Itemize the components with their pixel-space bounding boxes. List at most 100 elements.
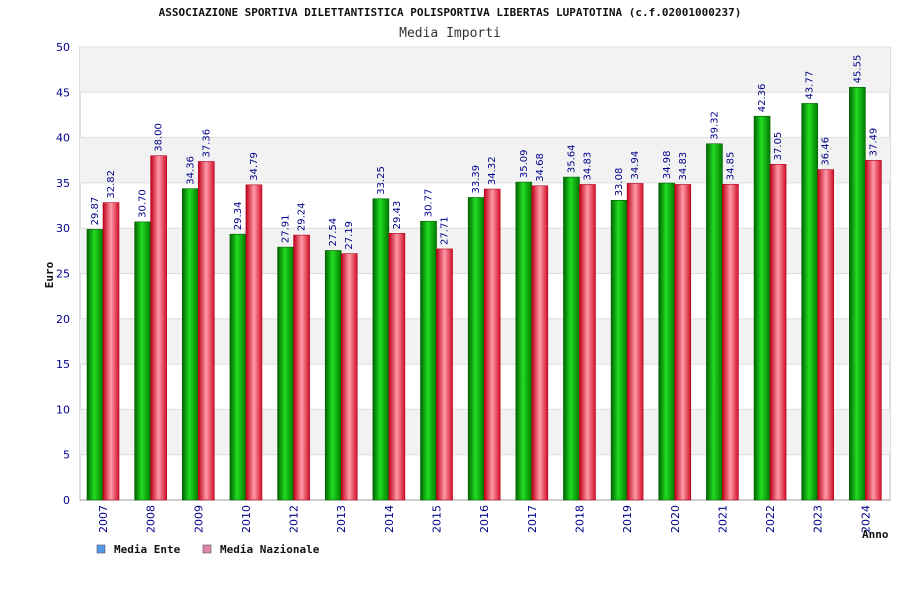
data-label: 32.82 bbox=[106, 170, 117, 199]
data-label: 29.87 bbox=[90, 197, 101, 226]
bar-media-ente-2019 bbox=[610, 199, 628, 501]
legend-label: Media Ente bbox=[114, 543, 181, 556]
legend-swatch bbox=[202, 544, 212, 554]
data-label: 34.83 bbox=[678, 152, 689, 181]
data-label: 27.71 bbox=[440, 216, 451, 245]
bar-media-ente-2009 bbox=[181, 188, 199, 501]
data-label: 37.05 bbox=[773, 132, 784, 161]
bar-media-nazionale-2018 bbox=[579, 184, 596, 501]
data-label: 29.24 bbox=[297, 202, 308, 231]
bars bbox=[86, 87, 882, 501]
bar-media-nazionale-2023 bbox=[817, 169, 835, 501]
chart-title: ASSOCIAZIONE SPORTIVA DILETTANTISTICA PO… bbox=[159, 6, 742, 19]
data-label: 34.94 bbox=[630, 151, 641, 180]
bar-media-nazionale-2008 bbox=[150, 155, 167, 501]
x-tick-label: 2020 bbox=[669, 505, 682, 533]
bar-media-nazionale-2020 bbox=[674, 184, 692, 501]
data-label: 39.32 bbox=[709, 111, 720, 140]
y-tick-label: 40 bbox=[56, 132, 70, 145]
x-tick-label: 2014 bbox=[383, 505, 396, 533]
bar-media-ente-2014 bbox=[372, 198, 390, 501]
data-label: 35.09 bbox=[519, 149, 530, 178]
bar-media-ente-2023 bbox=[801, 103, 819, 501]
bar-media-ente-2007 bbox=[86, 229, 104, 501]
bar-media-ente-2017 bbox=[515, 181, 533, 501]
bar-media-nazionale-2012 bbox=[293, 234, 310, 501]
bar-media-nazionale-2024 bbox=[865, 160, 882, 501]
data-label: 33.39 bbox=[471, 165, 482, 194]
y-tick-label: 15 bbox=[56, 358, 70, 371]
y-tick-label: 25 bbox=[56, 268, 70, 281]
bar-media-nazionale-2022 bbox=[769, 164, 787, 501]
x-tick-label: 2007 bbox=[97, 505, 110, 533]
x-tick-label: 2016 bbox=[478, 505, 491, 533]
data-label: 30.77 bbox=[424, 189, 435, 218]
data-label: 34.36 bbox=[185, 156, 196, 185]
data-label: 27.19 bbox=[344, 221, 355, 250]
data-label: 34.98 bbox=[662, 150, 673, 179]
bar-media-ente-2016 bbox=[467, 197, 485, 501]
data-label: 29.34 bbox=[233, 202, 244, 231]
chart-subtitle: Media Importi bbox=[399, 26, 501, 41]
y-tick-label: 10 bbox=[56, 403, 70, 416]
y-axis-label: Euro bbox=[43, 261, 56, 288]
y-tick-label: 0 bbox=[63, 494, 70, 507]
data-label: 34.32 bbox=[487, 156, 498, 185]
y-tick-label: 30 bbox=[56, 222, 70, 235]
bar-media-ente-2024 bbox=[849, 87, 866, 501]
data-label: 34.68 bbox=[535, 153, 546, 182]
x-tick-label: 2021 bbox=[716, 505, 729, 533]
data-label: 43.77 bbox=[805, 71, 816, 100]
bar-media-nazionale-2013 bbox=[340, 253, 358, 501]
data-label: 42.36 bbox=[757, 84, 768, 113]
data-labels: 29.87 32.82 30.70 38.00 34.36 37.36 29.34 34.79… bbox=[90, 55, 879, 250]
x-tick-label: 2022 bbox=[764, 505, 777, 533]
grid-band bbox=[80, 47, 890, 93]
bar-media-ente-2021 bbox=[706, 143, 723, 501]
y-tick-label: 5 bbox=[63, 449, 70, 462]
data-label: 37.49 bbox=[868, 128, 879, 157]
y-axis-ticks: 0 5 10 15 20 25 30 35 40 45 50 bbox=[56, 41, 70, 507]
y-tick-label: 50 bbox=[56, 41, 70, 54]
bar-media-nazionale-2015 bbox=[436, 248, 453, 501]
legend: Media Ente Media Nazionale bbox=[96, 543, 320, 556]
data-label: 34.83 bbox=[582, 152, 593, 181]
bar-media-ente-2022 bbox=[753, 115, 771, 501]
bar-media-nazionale-2021 bbox=[722, 183, 739, 501]
bar-media-nazionale-2007 bbox=[102, 202, 120, 501]
data-label: 34.85 bbox=[725, 152, 736, 181]
x-tick-label: 2013 bbox=[335, 505, 348, 533]
x-tick-label: 2008 bbox=[145, 505, 158, 533]
x-tick-label: 2012 bbox=[288, 505, 301, 533]
bar-media-nazionale-2014 bbox=[388, 233, 406, 501]
data-label: 45.55 bbox=[852, 55, 863, 84]
data-label: 38.00 bbox=[154, 123, 165, 152]
bar-media-ente-2020 bbox=[658, 182, 676, 501]
y-tick-label: 35 bbox=[56, 177, 70, 190]
x-tick-label: 2024 bbox=[859, 505, 872, 533]
bar-media-ente-2012 bbox=[277, 246, 294, 501]
bar-media-ente-2015 bbox=[420, 220, 437, 501]
data-label: 34.79 bbox=[249, 152, 260, 181]
legend-swatch bbox=[96, 544, 106, 554]
data-label: 27.91 bbox=[281, 214, 292, 243]
x-tick-label: 2018 bbox=[573, 505, 586, 533]
data-label: 29.43 bbox=[392, 201, 403, 230]
x-axis-ticks: 2007 2008 2009 2010 2012 2013 2014 2015 2016 2017… bbox=[97, 505, 872, 533]
x-tick-label: 2010 bbox=[240, 505, 253, 533]
y-tick-label: 20 bbox=[56, 313, 70, 326]
y-tick-label: 45 bbox=[56, 86, 70, 99]
x-tick-label: 2019 bbox=[621, 505, 634, 533]
x-tick-label: 2015 bbox=[431, 505, 444, 533]
x-tick-label: 2017 bbox=[526, 505, 539, 533]
legend-label: Media Nazionale bbox=[220, 543, 320, 556]
data-label: 33.08 bbox=[614, 168, 625, 197]
data-label: 30.70 bbox=[138, 189, 149, 218]
data-label: 36.46 bbox=[821, 137, 832, 166]
bar-media-ente-2008 bbox=[134, 221, 151, 501]
bar-media-ente-2010 bbox=[229, 233, 247, 501]
bar-media-nazionale-2016 bbox=[483, 188, 501, 501]
x-tick-label: 2023 bbox=[812, 505, 825, 533]
bar-media-nazionale-2009 bbox=[197, 161, 215, 501]
